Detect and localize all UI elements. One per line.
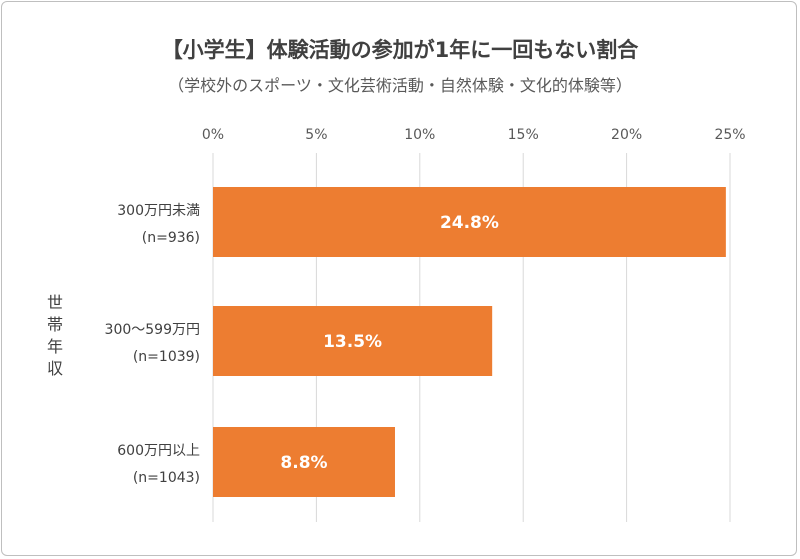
x-tick-label: 0% [202, 127, 224, 143]
chart-subtitle: （学校外のスポーツ・文化芸術活動・自然体験・文化的体験等） [168, 76, 632, 95]
bar [213, 306, 493, 376]
category-label: 600万円以上 [117, 443, 200, 459]
x-tick-label: 20% [611, 127, 642, 143]
chart-title: 【小学生】体験活動の参加が1年に一回もない割合 [161, 38, 639, 62]
y-axis-label-char: 帯 [47, 315, 63, 334]
category-count-label: (n=1039) [133, 349, 200, 365]
data-label: 13.5% [323, 332, 382, 352]
data-label: 8.8% [280, 453, 327, 473]
category-count-label: (n=936) [142, 230, 200, 246]
category-count-label: (n=1043) [133, 470, 200, 486]
x-tick-label: 10% [404, 127, 435, 143]
bar [213, 427, 395, 497]
category-label: 300万円未満 [117, 203, 200, 219]
x-tick-label: 5% [305, 127, 327, 143]
y-axis-label-char: 世 [47, 293, 63, 312]
data-label: 24.8% [440, 213, 499, 233]
category-label: 300〜599万円 [105, 322, 200, 338]
y-axis-label-char: 年 [47, 337, 63, 356]
x-tick-label: 15% [508, 127, 539, 143]
x-tick-label: 25% [714, 127, 745, 143]
bar [213, 187, 726, 257]
y-axis-label-char: 収 [47, 359, 63, 378]
